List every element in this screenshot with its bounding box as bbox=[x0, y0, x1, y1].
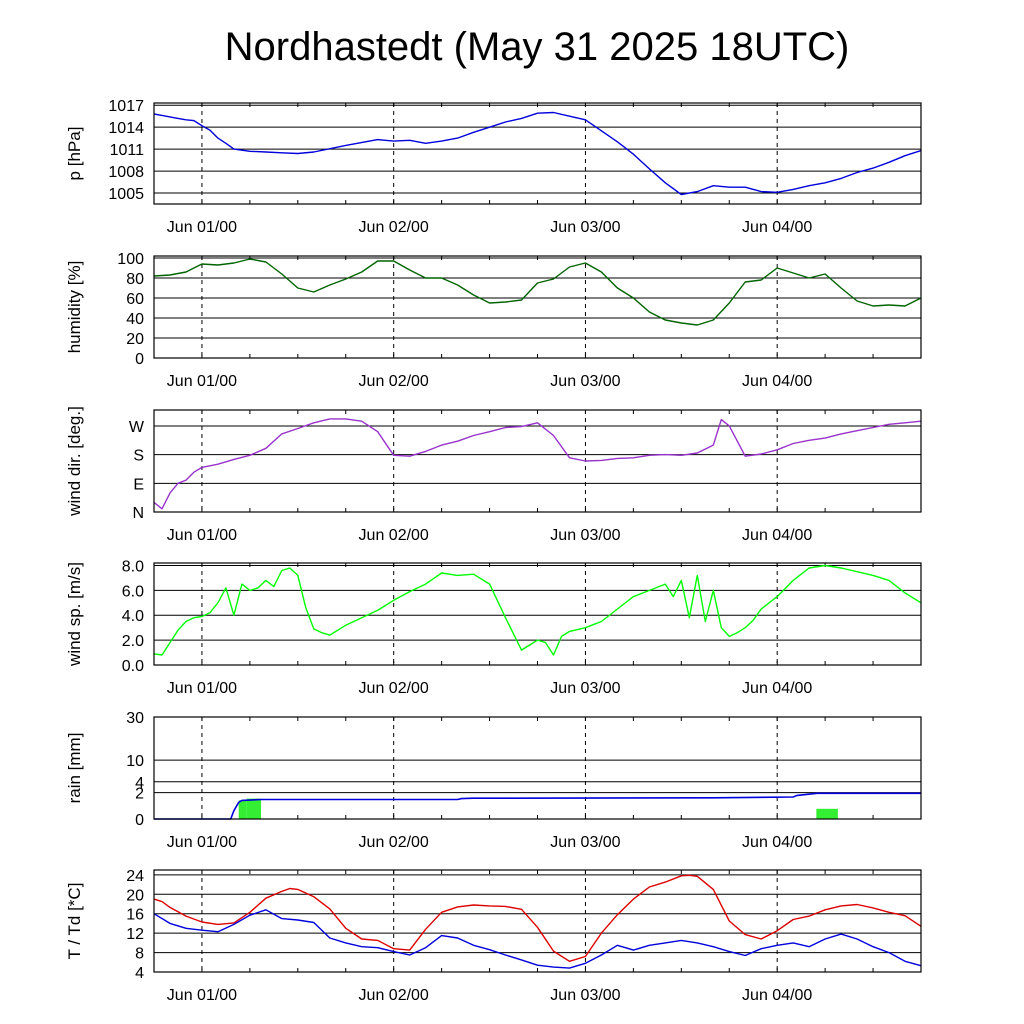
x-date-label: Jun 04/00 bbox=[742, 987, 812, 1004]
x-date-label: Jun 02/00 bbox=[359, 219, 429, 236]
panel-humidity: 0 20 40 60 80 100 humidity [%] Jun 01/00 Jun 02/… bbox=[65, 251, 922, 390]
y-tick-label: 0 bbox=[135, 812, 144, 829]
x-date-label: Jun 03/00 bbox=[550, 680, 620, 697]
x-date-label: Jun 03/00 bbox=[550, 373, 620, 390]
panel-frame bbox=[153, 255, 922, 359]
y-tick-label: 16 bbox=[126, 907, 144, 924]
x-date-label: Jun 03/00 bbox=[550, 527, 620, 544]
series-line-wind_speed bbox=[153, 564, 922, 656]
series-line-temperature-1 bbox=[153, 909, 922, 969]
panel-pressure: 1005 1008 1011 1014 1017 p [hPa] Jun 01/00 Jun … bbox=[65, 98, 922, 236]
panel-frame bbox=[153, 102, 922, 205]
y-tick-label: 30 bbox=[126, 710, 144, 727]
y-tick-label: 20 bbox=[126, 331, 144, 348]
y-tick-label: 4 bbox=[135, 965, 144, 982]
rain-bar bbox=[238, 800, 247, 819]
y-tick-label: 1008 bbox=[108, 164, 144, 181]
x-date-label: Jun 03/00 bbox=[550, 987, 620, 1004]
x-date-label: Jun 01/00 bbox=[167, 680, 237, 697]
y-tick-label: 2.0 bbox=[122, 633, 144, 650]
rain-bar bbox=[816, 808, 838, 819]
y-tick-label: E bbox=[133, 476, 144, 493]
x-date-label: Jun 01/00 bbox=[167, 834, 237, 851]
x-date-label: Jun 04/00 bbox=[742, 527, 812, 544]
rain-accumulated-line bbox=[154, 792, 921, 820]
y-axis-label: humidity [%] bbox=[65, 261, 84, 354]
y-axis-label: wind dir. [deg.] bbox=[65, 406, 84, 517]
x-date-label: Jun 03/00 bbox=[550, 834, 620, 851]
x-date-label: Jun 02/00 bbox=[359, 987, 429, 1004]
panel-frame bbox=[153, 562, 922, 666]
panel-temperature: 4 8 12 16 20 24 T / Td [*C] Jun 01/00 Jun 02/00 J… bbox=[65, 868, 922, 1004]
x-date-label: Jun 04/00 bbox=[742, 373, 812, 390]
y-tick-label: 12 bbox=[126, 926, 144, 943]
y-tick-label: 20 bbox=[126, 887, 144, 904]
x-date-label: Jun 04/00 bbox=[742, 219, 812, 236]
y-tick-label: 6.0 bbox=[122, 583, 144, 600]
y-tick-label: 1014 bbox=[108, 120, 144, 137]
x-date-label: Jun 02/00 bbox=[359, 527, 429, 544]
y-tick-label: 24 bbox=[126, 868, 144, 885]
y-tick-label: 1005 bbox=[108, 186, 144, 203]
panel-frame bbox=[153, 869, 922, 973]
x-date-label: Jun 01/00 bbox=[167, 373, 237, 390]
x-date-label: Jun 02/00 bbox=[359, 834, 429, 851]
y-tick-label: 80 bbox=[126, 271, 144, 288]
x-date-label: Jun 04/00 bbox=[742, 834, 812, 851]
series-line-pressure bbox=[153, 111, 922, 196]
chart-title: Nordhastedt (May 31 2025 18UTC) bbox=[225, 25, 850, 69]
y-tick-label: S bbox=[133, 448, 144, 465]
y-axis-label: p [hPa] bbox=[65, 127, 84, 181]
y-tick-label: 0.0 bbox=[122, 658, 144, 675]
panel-frame bbox=[153, 409, 922, 513]
y-tick-label: 8 bbox=[135, 946, 144, 963]
panel-rain: 0 24 10 30 rain [mm] Jun 01/00 Jun 02/00 Jun 03… bbox=[65, 710, 922, 851]
y-tick-label: 40 bbox=[126, 311, 144, 328]
y-tick-label: 100 bbox=[117, 251, 144, 268]
y-tick-label: 0 bbox=[135, 351, 144, 368]
panel-frame bbox=[153, 716, 922, 820]
series-line-temperature-0 bbox=[153, 874, 922, 962]
panel-wind_speed: 0.0 2.0 4.0 6.0 8.0 wind sp. [m/s] Jun 01/00 Ju… bbox=[65, 558, 922, 697]
y-tick-label: 1011 bbox=[110, 142, 145, 159]
y-tick-label: 60 bbox=[126, 291, 144, 308]
y-tick-label: 4 bbox=[135, 775, 144, 792]
x-date-label: Jun 03/00 bbox=[550, 219, 620, 236]
rain-bar bbox=[246, 798, 262, 819]
y-tick-label: 2 bbox=[135, 786, 144, 803]
series-line-humidity bbox=[153, 258, 922, 326]
x-date-label: Jun 02/00 bbox=[359, 373, 429, 390]
y-axis-label: wind sp. [m/s] bbox=[65, 562, 84, 667]
x-date-label: Jun 01/00 bbox=[167, 987, 237, 1004]
y-tick-label: 4.0 bbox=[122, 608, 144, 625]
x-date-label: Jun 01/00 bbox=[167, 219, 237, 236]
y-tick-label: 8.0 bbox=[122, 558, 144, 575]
y-tick-label: W bbox=[129, 419, 145, 436]
y-tick-label: 10 bbox=[126, 753, 144, 770]
x-date-label: Jun 02/00 bbox=[359, 680, 429, 697]
y-tick-label: N bbox=[132, 505, 144, 522]
x-date-label: Jun 01/00 bbox=[167, 527, 237, 544]
y-axis-label: T / Td [*C] bbox=[65, 883, 84, 960]
y-axis-label: rain [mm] bbox=[65, 733, 84, 804]
x-date-label: Jun 04/00 bbox=[742, 680, 812, 697]
series-line-wind_direction bbox=[153, 418, 922, 510]
y-tick-label: 1017 bbox=[108, 98, 144, 115]
